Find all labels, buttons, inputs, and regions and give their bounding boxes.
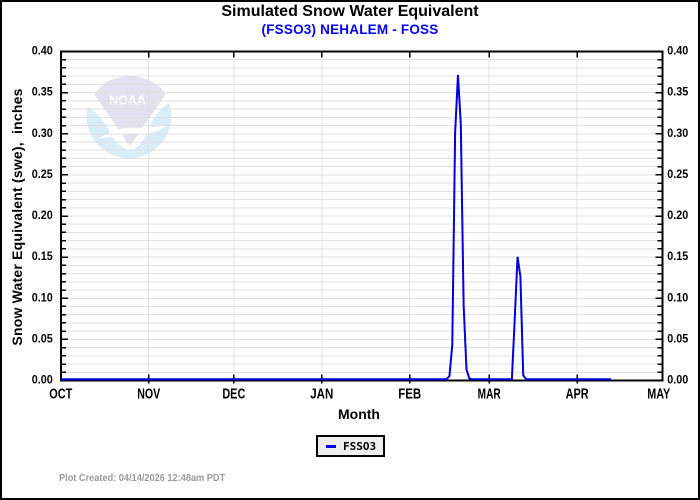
y-tick-label-left: 0.35 xyxy=(32,85,53,99)
noaa-logo-sky xyxy=(94,76,166,146)
y-axis-title: Snow Water Equivalent (swe), inches xyxy=(9,88,25,346)
legend-line-sample xyxy=(326,444,336,448)
y-tick-label-right: 0.25 xyxy=(667,167,688,181)
y-tick-label-left: 0.00 xyxy=(32,373,53,387)
series-line-fsso3 xyxy=(60,74,612,381)
plot-created-text: Plot Created: 04/14/2026 12:48am PDT xyxy=(59,473,226,484)
chart-title: Simulated Snow Water Equivalent xyxy=(221,3,479,20)
y-tick-label-left: 0.30 xyxy=(32,126,53,140)
y-tick-label-left: 0.25 xyxy=(32,167,53,181)
legend-box: FSSO3 xyxy=(316,435,385,457)
x-tick-label: APR xyxy=(566,387,589,403)
y-tick-label-right: 0.20 xyxy=(667,208,688,222)
x-tick-label: NOV xyxy=(137,387,160,403)
noaa-logo-watermark: NOAA xyxy=(86,76,172,159)
x-tick-label: MAY xyxy=(647,387,670,403)
x-tick-label: JAN xyxy=(310,387,333,403)
x-axis-title: Month xyxy=(338,406,380,422)
x-tick-label: MAR xyxy=(478,387,501,403)
y-tick-label-right: 0.10 xyxy=(667,290,688,304)
y-tick-label-right: 0.35 xyxy=(667,85,688,99)
noaa-logo-gull xyxy=(99,125,166,139)
plot-frame xyxy=(59,50,664,382)
noaa-logo-text: NOAA xyxy=(109,93,147,108)
y-tick-label-right: 0.15 xyxy=(667,249,688,263)
y-tick-label-left: 0.15 xyxy=(32,249,53,263)
y-tick-label-right: 0.05 xyxy=(667,331,688,345)
noaa-logo-sea xyxy=(86,103,172,159)
legend-label: FSSO3 xyxy=(343,439,377,453)
y-tick-label-left: 0.20 xyxy=(32,208,53,222)
x-tick-label: DEC xyxy=(222,387,245,403)
y-tick-label-right: 0.40 xyxy=(667,44,688,58)
y-tick-label-right: 0.30 xyxy=(667,126,688,140)
y-tick-label-left: 0.10 xyxy=(32,290,53,304)
x-tick-label: OCT xyxy=(49,387,72,403)
y-tick-label-left: 0.40 xyxy=(32,44,53,58)
x-tick-label: FEB xyxy=(398,387,421,403)
y-tick-label-left: 0.05 xyxy=(32,331,53,345)
chart-subtitle: (FSSO3) NEHALEM - FOSS xyxy=(261,22,439,37)
y-tick-label-right: 0.00 xyxy=(667,373,688,387)
